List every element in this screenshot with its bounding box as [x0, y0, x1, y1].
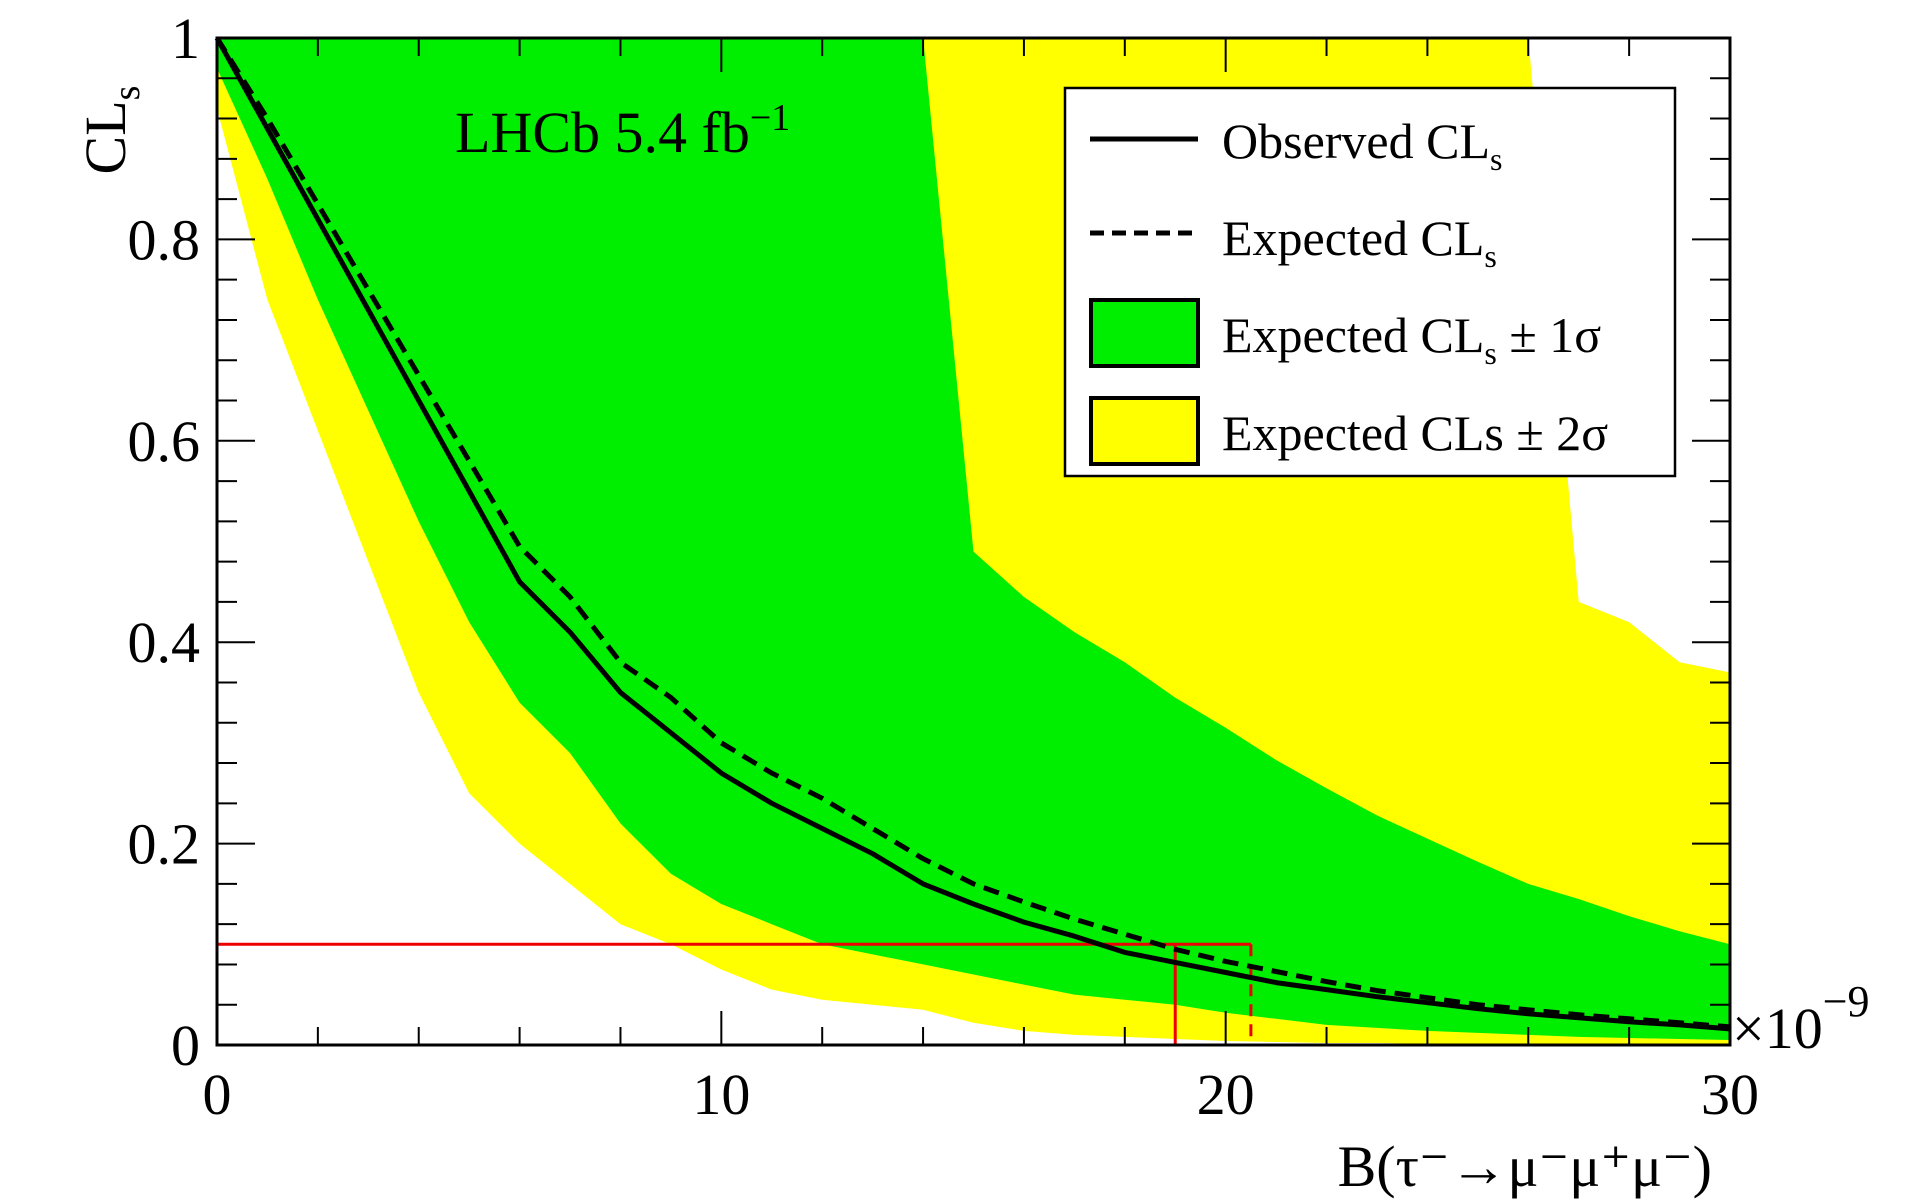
legend-band2-label: Expected CLs ± 2σ — [1222, 405, 1608, 461]
x-tick-label: 30 — [1701, 1062, 1759, 1127]
legend: Observed CLs Expected CLs Expected CLs ±… — [1063, 86, 1677, 478]
expected-cls-line — [214, 36, 1731, 1030]
legend-observed-label: Observed CLs — [1222, 113, 1502, 177]
experiment-annotation: LHCb 5.4 fb−1 — [455, 97, 790, 165]
band-1sigma-area — [217, 38, 1730, 1040]
y-tick-label: 0.2 — [128, 812, 201, 877]
plot-frame-layer — [215, 36, 1732, 1047]
x-tick-label: 0 — [203, 1062, 232, 1127]
y-tick-label: 1 — [171, 6, 200, 71]
ticks-layer: 0 10 20 30 0 0.2 0.4 0.6 0.8 1 — [128, 6, 1760, 1127]
x-axis-title: B(τ⁻→μ⁻μ⁺μ⁻) — [1338, 1134, 1712, 1199]
x-multiplier: ×10−9 — [1732, 977, 1870, 1061]
legend-band1-swatch — [1089, 298, 1200, 368]
x-tick-label: 20 — [1197, 1062, 1255, 1127]
y-tick-label: 0.6 — [128, 409, 201, 474]
observed-cls-line — [214, 36, 1731, 1032]
series-layer — [214, 36, 1731, 1032]
y-tick-label: 0.4 — [128, 610, 201, 675]
band-1sigma-layer — [217, 38, 1730, 1040]
y-axis-title: CLs — [73, 86, 148, 175]
legend-band2-swatch — [1089, 396, 1200, 466]
legend-expected-label: Expected CLs — [1222, 210, 1497, 274]
legend-band1-label: Expected CLs ± 1σ — [1222, 307, 1601, 371]
y-tick-label: 0.8 — [128, 207, 201, 272]
x-tick-label: 10 — [692, 1062, 750, 1127]
plot-frame — [215, 36, 1732, 1047]
y-tick-label: 0 — [171, 1013, 200, 1078]
